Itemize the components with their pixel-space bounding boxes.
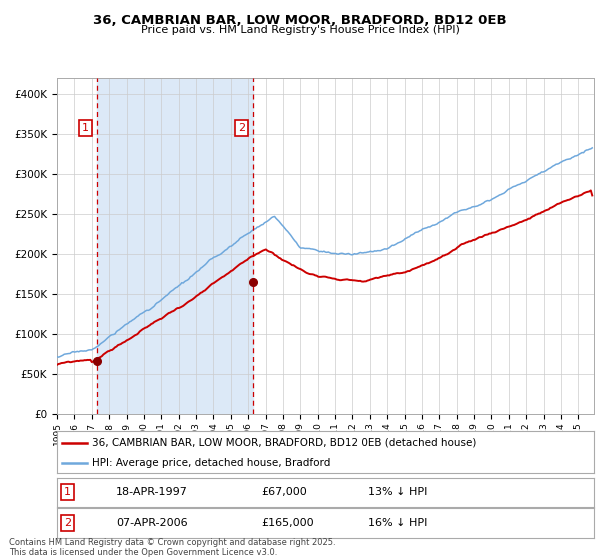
Text: £67,000: £67,000	[261, 487, 307, 497]
Text: 13% ↓ HPI: 13% ↓ HPI	[368, 487, 428, 497]
Text: Contains HM Land Registry data © Crown copyright and database right 2025.
This d: Contains HM Land Registry data © Crown c…	[9, 538, 335, 557]
Text: 36, CAMBRIAN BAR, LOW MOOR, BRADFORD, BD12 0EB (detached house): 36, CAMBRIAN BAR, LOW MOOR, BRADFORD, BD…	[92, 438, 476, 448]
Bar	[97, 78, 253, 414]
Text: Price paid vs. HM Land Registry's House Price Index (HPI): Price paid vs. HM Land Registry's House …	[140, 25, 460, 35]
Text: 2: 2	[238, 123, 245, 133]
Text: 18-APR-1997: 18-APR-1997	[116, 487, 188, 497]
Text: 1: 1	[64, 487, 71, 497]
Text: 36, CAMBRIAN BAR, LOW MOOR, BRADFORD, BD12 0EB: 36, CAMBRIAN BAR, LOW MOOR, BRADFORD, BD…	[93, 14, 507, 27]
Text: 1: 1	[82, 123, 89, 133]
Text: 16% ↓ HPI: 16% ↓ HPI	[368, 518, 428, 528]
Text: £165,000: £165,000	[261, 518, 314, 528]
Text: 2: 2	[64, 518, 71, 528]
Text: HPI: Average price, detached house, Bradford: HPI: Average price, detached house, Brad…	[92, 458, 330, 468]
Text: 07-APR-2006: 07-APR-2006	[116, 518, 188, 528]
